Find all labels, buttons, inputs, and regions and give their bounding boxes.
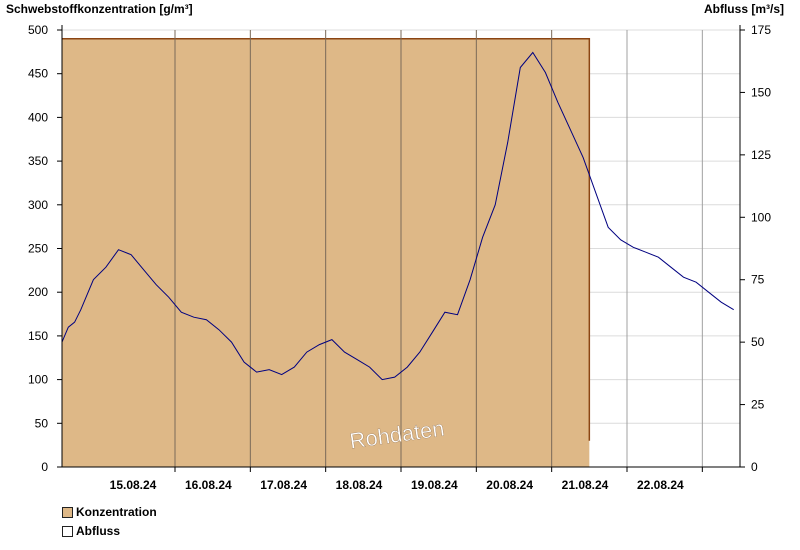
legend-label-abfluss: Abfluss xyxy=(76,524,121,538)
x-tick-label-6: 21.08.24 xyxy=(562,478,609,492)
x-tick-label-2: 17.08.24 xyxy=(260,478,307,492)
abfluss-swatch xyxy=(62,525,73,537)
konzentration-swatch xyxy=(62,506,73,518)
x-tick-label-3: 18.08.24 xyxy=(336,478,383,492)
left-tick-label-150: 150 xyxy=(28,329,48,343)
left-tick-label-500: 500 xyxy=(28,23,48,37)
left-tick-label-450: 450 xyxy=(28,67,48,81)
tick-labels: 0 50 100 150 200 250 300 350 400 450 500 0 25 50 75 100… xyxy=(28,23,771,492)
legend-item-konzentration: Konzentration xyxy=(62,505,157,519)
right-tick-label-125: 125 xyxy=(751,148,771,162)
left-tick-label-0: 0 xyxy=(41,460,48,474)
konzentration-line xyxy=(62,37,591,441)
x-tick-label-1: 16.08.24 xyxy=(185,478,232,492)
abfluss-line-layer xyxy=(61,51,734,381)
left-tick-label-250: 250 xyxy=(28,242,48,256)
right-tick-label-50: 50 xyxy=(751,335,765,349)
left-tick-label-300: 300 xyxy=(28,198,48,212)
legend-item-abfluss: Abfluss xyxy=(62,524,120,538)
left-tick-label-100: 100 xyxy=(28,373,48,387)
right-tick-label-150: 150 xyxy=(751,85,771,99)
x-tick-label-5: 20.08.24 xyxy=(486,478,533,492)
left-tick-label-50: 50 xyxy=(35,416,49,430)
x-tick-label-0: 15.08.24 xyxy=(110,478,157,492)
right-tick-label-0: 0 xyxy=(751,460,758,474)
axes xyxy=(57,25,745,472)
legend-label-konzentration: Konzentration xyxy=(76,505,157,519)
day-separators xyxy=(174,30,703,467)
left-tick-label-350: 350 xyxy=(28,154,48,168)
left-tick-label-400: 400 xyxy=(28,110,48,124)
right-axis-title: Abfluss [m³/s] xyxy=(703,2,784,16)
x-tick-label-4: 19.08.24 xyxy=(411,478,458,492)
right-tick-label-175: 175 xyxy=(751,23,771,37)
right-tick-label-75: 75 xyxy=(751,273,765,287)
right-tick-label-100: 100 xyxy=(751,210,771,224)
x-tick-label-7: 22.08.24 xyxy=(637,478,684,492)
left-axis-title: Schwebstoffkonzentration [g/m³] xyxy=(6,2,193,16)
right-tick-label-25: 25 xyxy=(751,398,765,412)
abfluss-line xyxy=(61,51,734,381)
left-tick-label-200: 200 xyxy=(28,285,48,299)
